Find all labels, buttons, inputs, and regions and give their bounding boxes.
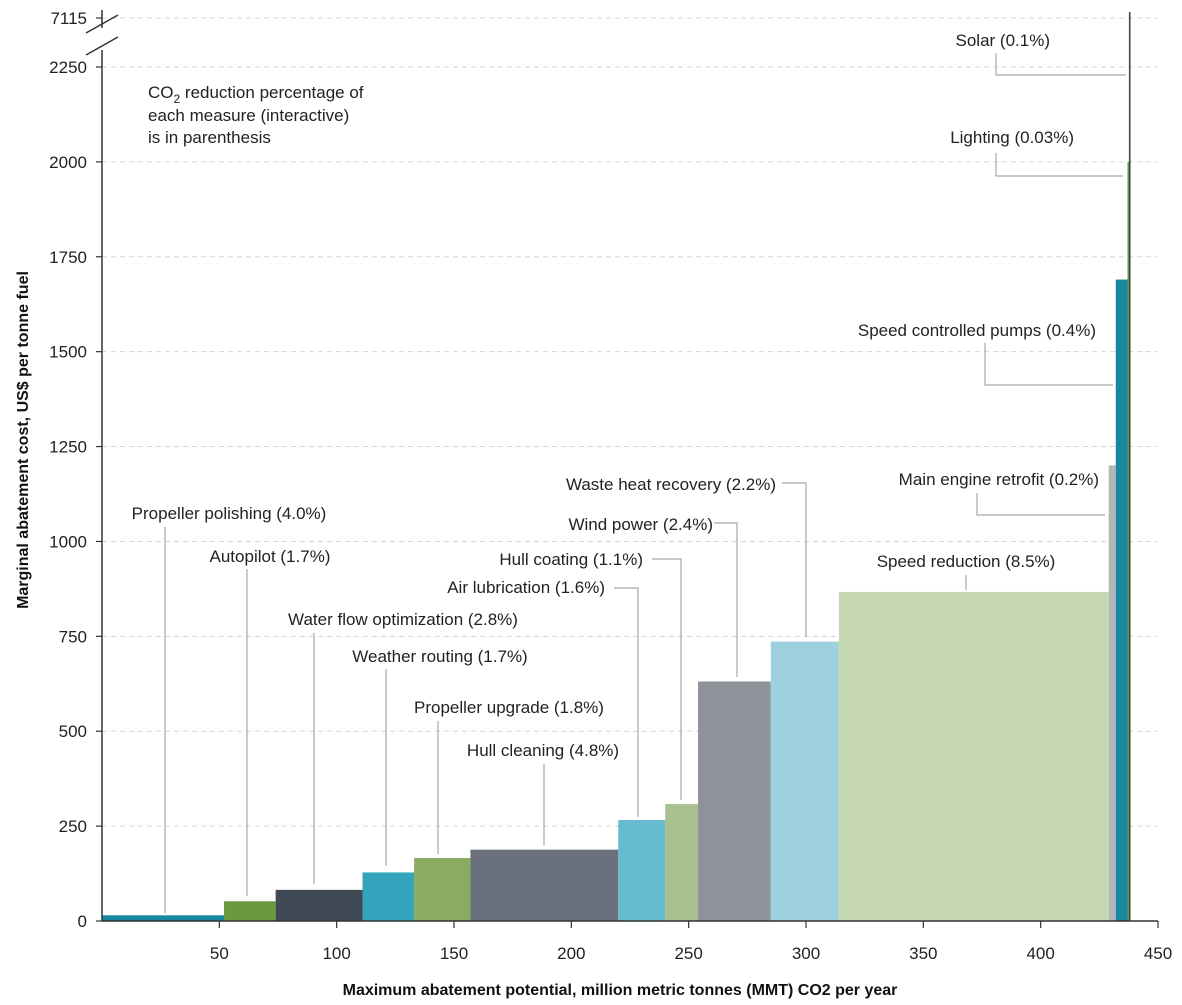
bar-label-11: Main engine retrofit (0.2%): [899, 470, 1099, 489]
tick-labels: 0 250 500 750 1000 1250 1500 1750 2000 2250 7115 50…: [49, 9, 1172, 963]
bar-12[interactable]: [1115, 279, 1128, 921]
x-tick-label: 450: [1144, 944, 1172, 963]
bar-label-0: Propeller polishing (4.0%): [132, 504, 327, 523]
bar-label-3: Weather routing (1.7%): [352, 647, 527, 666]
bar-label-13: Lighting (0.03%): [950, 128, 1074, 147]
axis-break-mark-1: [85, 14, 119, 34]
bar-label-1: Autopilot (1.7%): [210, 547, 331, 566]
x-tick-label: 200: [557, 944, 585, 963]
y-tick-label-break: 7115: [50, 9, 87, 28]
leader-line-9: [782, 482, 807, 637]
bar-0[interactable]: [102, 915, 225, 921]
y-tick-label: 2000: [49, 153, 87, 172]
axis-break-mark-2: [85, 36, 119, 56]
x-tick-label: 100: [322, 944, 350, 963]
note-line-1: CO2 reduction percentage of: [148, 83, 364, 106]
bar-label-10: Speed reduction (8.5%): [877, 552, 1056, 571]
bar-label-12: Speed controlled pumps (0.4%): [858, 321, 1096, 340]
bar-2[interactable]: [275, 889, 363, 921]
leader-line-8: [714, 522, 738, 677]
bar-11[interactable]: [1108, 465, 1116, 921]
x-tick-label: 400: [1026, 944, 1054, 963]
y-axis-title: Marginal abatement cost, US$ per tonne f…: [15, 271, 32, 609]
leader-line-6: [614, 587, 639, 817]
axes: [85, 10, 1159, 928]
bar-label-7: Hull coating (1.1%): [499, 550, 643, 569]
bar-10[interactable]: [838, 591, 1109, 921]
leader-line-11: [976, 493, 1105, 516]
x-tick-label: 50: [210, 944, 229, 963]
y-tick-label: 1000: [49, 532, 87, 551]
bar-7[interactable]: [665, 804, 699, 921]
y-tick-label: 1250: [49, 438, 87, 457]
leader-line-13: [995, 153, 1123, 177]
x-tick-label: 250: [674, 944, 702, 963]
y-tick-label: 2250: [49, 58, 87, 77]
bar-4[interactable]: [414, 857, 471, 921]
bar-14[interactable]: [1128, 12, 1131, 921]
y-tick-label: 1500: [49, 343, 87, 362]
bar-label-8: Wind power (2.4%): [568, 515, 713, 534]
y-tick-label: 1750: [49, 248, 87, 267]
grid-lines: [102, 17, 1158, 827]
leader-line-14: [995, 53, 1126, 76]
bar-label-2: Water flow optimization (2.8%): [288, 610, 518, 629]
bar-label-9: Waste heat recovery (2.2%): [566, 475, 776, 494]
leader-line-12: [984, 343, 1113, 386]
bar-5[interactable]: [470, 849, 619, 921]
leader-lines: [164, 53, 1126, 913]
y-tick-label: 750: [59, 627, 87, 646]
bar-label-6: Air lubrication (1.6%): [447, 578, 605, 597]
bar-13[interactable]: [1127, 161, 1129, 921]
x-tick-label: 350: [909, 944, 937, 963]
x-axis-title: Maximum abatement potential, million met…: [343, 982, 898, 999]
x-tick-label: 150: [440, 944, 468, 963]
y-tick-label: 250: [59, 817, 87, 836]
note-line-3: is in parenthesis: [148, 128, 271, 147]
bars: [102, 12, 1131, 921]
bar-label-14: Solar (0.1%): [956, 31, 1050, 50]
y-tick-label: 0: [78, 912, 87, 931]
bar-3[interactable]: [362, 872, 415, 921]
y-tick-label: 500: [59, 722, 87, 741]
bar-labels: Propeller polishing (4.0%) Autopilot (1.7…: [132, 31, 1099, 760]
bar-6[interactable]: [618, 820, 666, 921]
x-tick-label: 300: [792, 944, 820, 963]
bar-8[interactable]: [698, 681, 771, 921]
bar-9[interactable]: [770, 641, 839, 921]
leader-line-7: [652, 558, 682, 800]
bar-1[interactable]: [224, 901, 276, 921]
note-line-2: each measure (interactive): [148, 106, 349, 125]
bar-label-5: Hull cleaning (4.8%): [467, 741, 619, 760]
bar-label-4: Propeller upgrade (1.8%): [414, 698, 604, 717]
